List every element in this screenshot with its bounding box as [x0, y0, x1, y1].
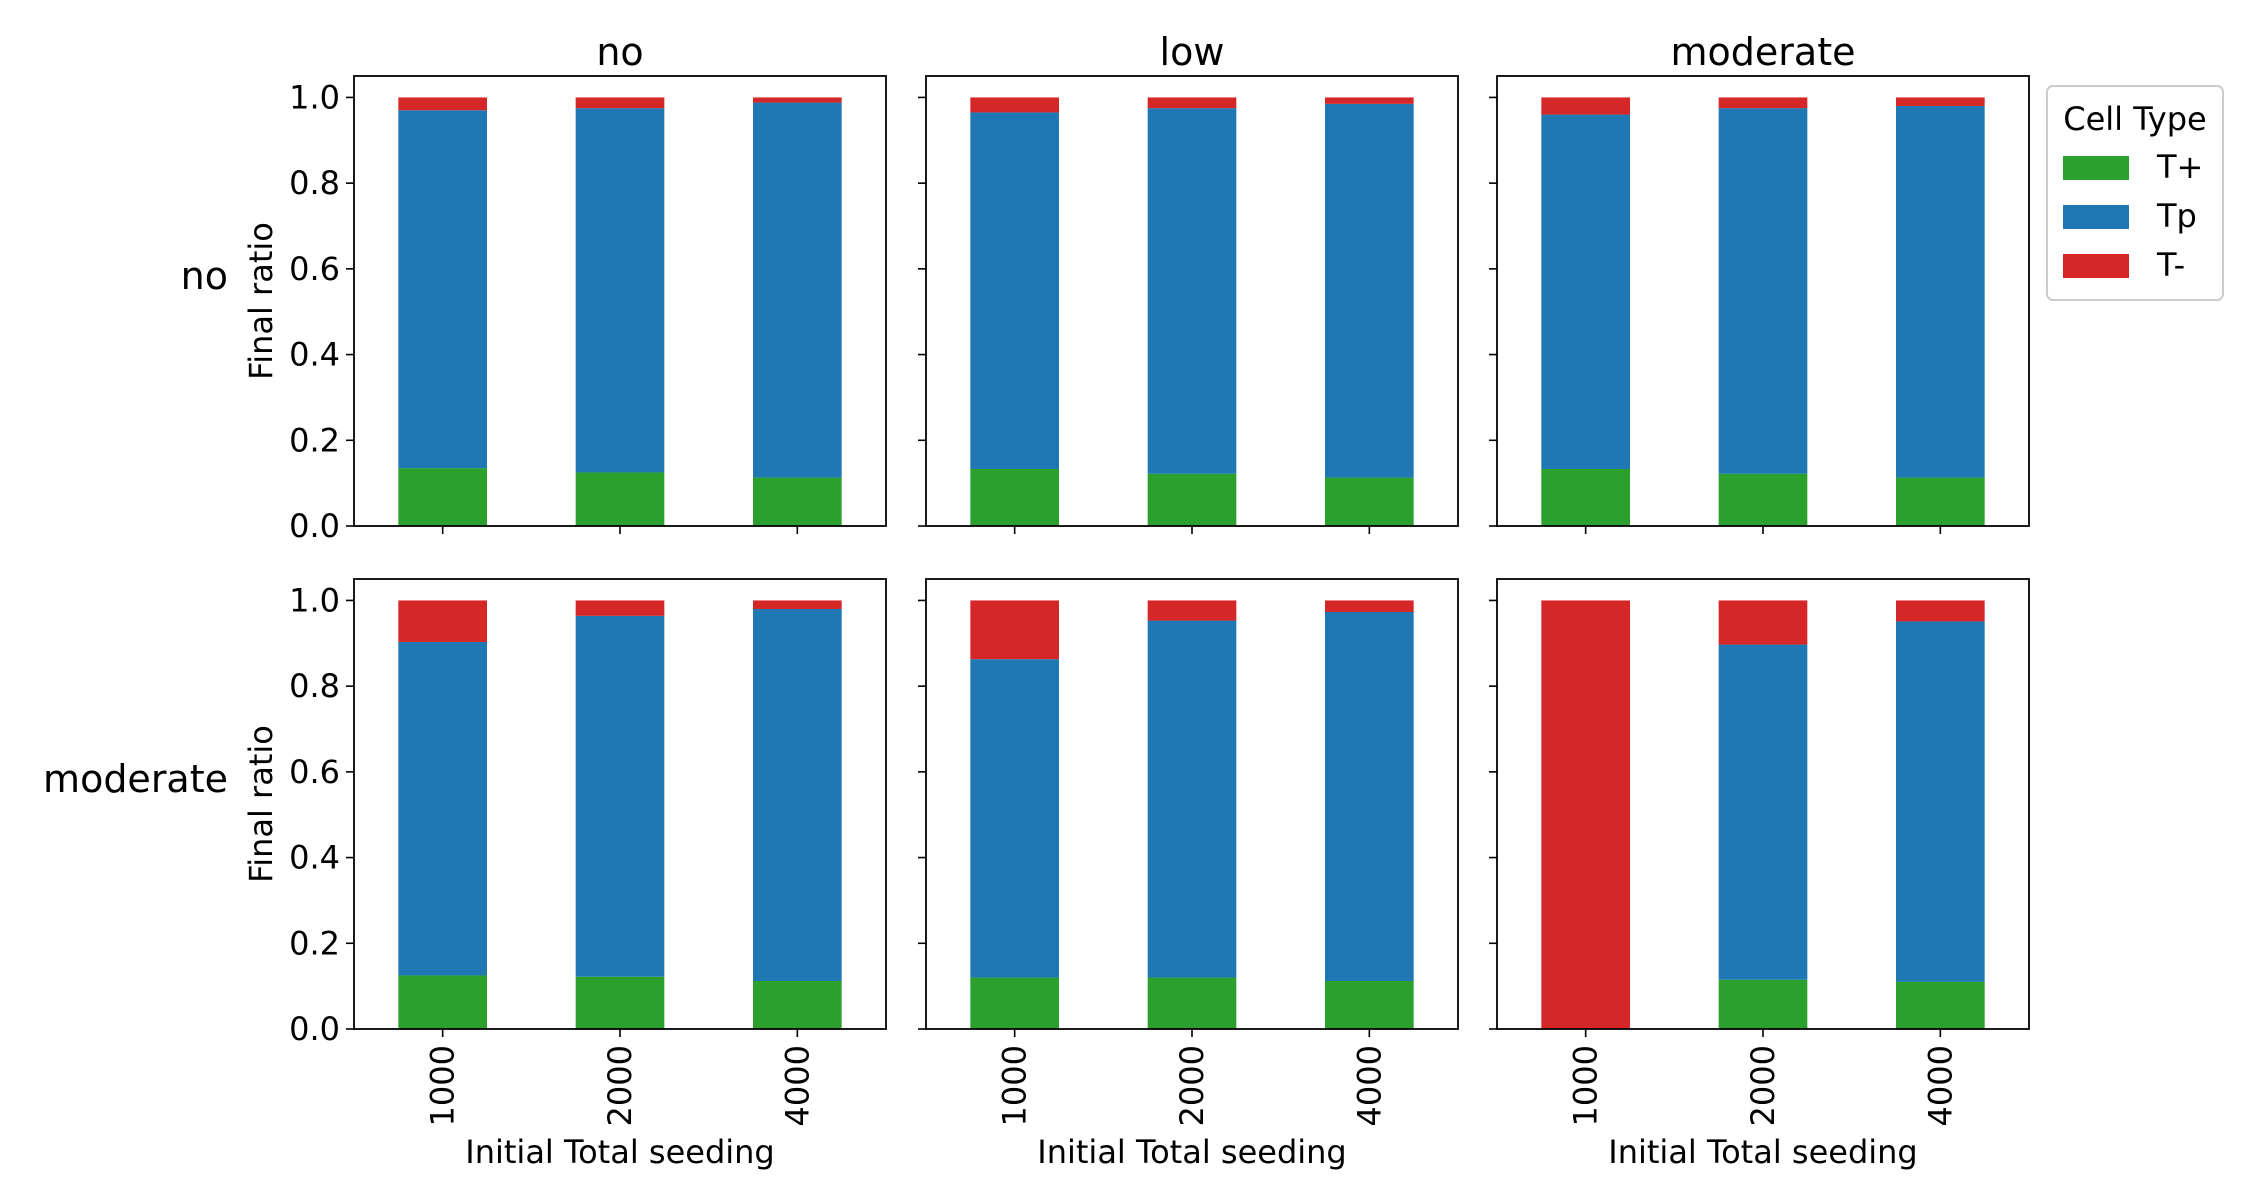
bar-T--moderate-low-4000 — [1325, 600, 1414, 612]
x-tick-label: 4000 — [1350, 1045, 1388, 1126]
bar-T+-no-low-2000 — [1147, 473, 1237, 526]
bar-T+-no-no-1000 — [398, 468, 487, 526]
y-axis-label: Final ratio — [242, 222, 280, 380]
bar-T--no-no-1000 — [398, 97, 487, 111]
column-title: low — [1160, 30, 1225, 74]
bar-T--no-moderate-2000 — [1718, 97, 1808, 109]
bar-Tp-moderate-no-2000 — [575, 615, 665, 977]
legend-label-Tp: Tp — [2156, 197, 2197, 235]
y-tick-label: 0.6 — [289, 250, 340, 288]
bar-Tp-no-low-4000 — [1325, 103, 1414, 478]
column-title: no — [596, 30, 643, 74]
y-axis-label: Final ratio — [242, 725, 280, 883]
bar-Tp-moderate-moderate-2000 — [1718, 644, 1808, 980]
legend-swatch-T- — [2063, 254, 2129, 278]
bar-T+-moderate-no-4000 — [753, 981, 842, 1029]
bar-T--moderate-no-1000 — [398, 600, 487, 642]
bar-T--moderate-low-1000 — [970, 600, 1059, 660]
x-tick-label: 4000 — [778, 1045, 816, 1126]
x-tick-label: 2000 — [601, 1045, 639, 1126]
bar-Tp-moderate-moderate-4000 — [1896, 621, 1985, 982]
bar-T+-no-low-4000 — [1325, 477, 1414, 526]
bar-T--no-no-4000 — [753, 97, 842, 103]
y-tick-label: 1.0 — [289, 78, 340, 116]
bar-T--no-low-1000 — [970, 97, 1059, 113]
bar-Tp-no-no-1000 — [398, 110, 487, 469]
bar-T+-moderate-moderate-2000 — [1718, 979, 1808, 1029]
y-tick-label: 0.2 — [289, 924, 340, 962]
x-tick-label: 2000 — [1173, 1045, 1211, 1126]
column-title: moderate — [1671, 30, 1856, 74]
y-tick-label: 0.0 — [289, 1010, 340, 1048]
bar-Tp-no-low-2000 — [1147, 108, 1237, 474]
x-axis-label: Initial Total seeding — [1608, 1133, 1917, 1171]
y-tick-label: 0.2 — [289, 421, 340, 459]
bar-T--no-low-4000 — [1325, 97, 1414, 104]
bar-T--no-no-2000 — [575, 97, 665, 109]
bar-T+-no-no-4000 — [753, 477, 842, 526]
bar-T+-no-low-1000 — [970, 469, 1059, 526]
bar-T--moderate-no-2000 — [575, 600, 665, 616]
bar-T--no-low-2000 — [1147, 97, 1237, 109]
bar-T+-moderate-low-1000 — [970, 977, 1059, 1029]
bar-Tp-moderate-low-4000 — [1325, 612, 1414, 981]
bar-T--moderate-moderate-1000 — [1541, 600, 1630, 1029]
bar-T+-moderate-no-1000 — [398, 975, 487, 1029]
y-tick-label: 0.8 — [289, 667, 340, 705]
bar-T--moderate-low-2000 — [1147, 600, 1237, 621]
y-tick-label: 0.4 — [289, 839, 340, 877]
bar-Tp-no-no-4000 — [753, 102, 842, 478]
legend-label-T-: T- — [2156, 246, 2185, 284]
bar-T+-moderate-no-2000 — [575, 976, 665, 1029]
legend-box — [2046, 85, 2224, 301]
bar-T+-moderate-moderate-4000 — [1896, 981, 1985, 1029]
x-tick-label: 2000 — [1744, 1045, 1782, 1126]
bar-Tp-moderate-low-2000 — [1147, 620, 1237, 978]
bar-T+-no-no-2000 — [575, 472, 665, 526]
bar-T+-moderate-low-4000 — [1325, 981, 1414, 1029]
legend-title: Cell Type — [2063, 100, 2206, 138]
bar-T+-no-moderate-4000 — [1896, 477, 1985, 526]
bar-Tp-no-moderate-2000 — [1718, 108, 1808, 474]
row-title: moderate — [43, 757, 228, 801]
bar-Tp-no-no-2000 — [575, 108, 665, 473]
bar-T--no-moderate-1000 — [1541, 97, 1630, 115]
bar-Tp-no-moderate-4000 — [1896, 106, 1985, 478]
bar-T--moderate-moderate-4000 — [1896, 600, 1985, 622]
x-tick-label: 1000 — [996, 1045, 1034, 1126]
x-tick-label: 4000 — [1921, 1045, 1959, 1126]
bar-Tp-moderate-no-4000 — [753, 609, 842, 981]
bar-T+-no-moderate-2000 — [1718, 473, 1808, 526]
y-tick-label: 0.4 — [289, 336, 340, 374]
y-tick-label: 0.6 — [289, 753, 340, 791]
legend-label-T+: T+ — [2156, 148, 2203, 186]
bar-T--moderate-no-4000 — [753, 600, 842, 609]
bar-T--moderate-moderate-2000 — [1718, 600, 1808, 645]
bar-Tp-moderate-no-1000 — [398, 642, 487, 976]
x-axis-label: Initial Total seeding — [1037, 1133, 1346, 1171]
bar-T+-no-moderate-1000 — [1541, 469, 1630, 526]
x-tick-label: 1000 — [424, 1045, 462, 1126]
y-tick-label: 0.8 — [289, 164, 340, 202]
legend-swatch-T+ — [2063, 156, 2129, 180]
bar-Tp-no-moderate-1000 — [1541, 114, 1630, 470]
bar-T--no-moderate-4000 — [1896, 97, 1985, 106]
bar-T+-moderate-low-2000 — [1147, 977, 1237, 1029]
y-tick-label: 0.0 — [289, 507, 340, 545]
bar-Tp-no-low-1000 — [970, 112, 1059, 469]
legend-swatch-Tp — [2063, 205, 2129, 229]
x-tick-label: 1000 — [1567, 1045, 1605, 1126]
x-axis-label: Initial Total seeding — [465, 1133, 774, 1171]
y-tick-label: 1.0 — [289, 581, 340, 619]
bar-Tp-moderate-low-1000 — [970, 659, 1059, 978]
row-title: no — [181, 254, 228, 298]
